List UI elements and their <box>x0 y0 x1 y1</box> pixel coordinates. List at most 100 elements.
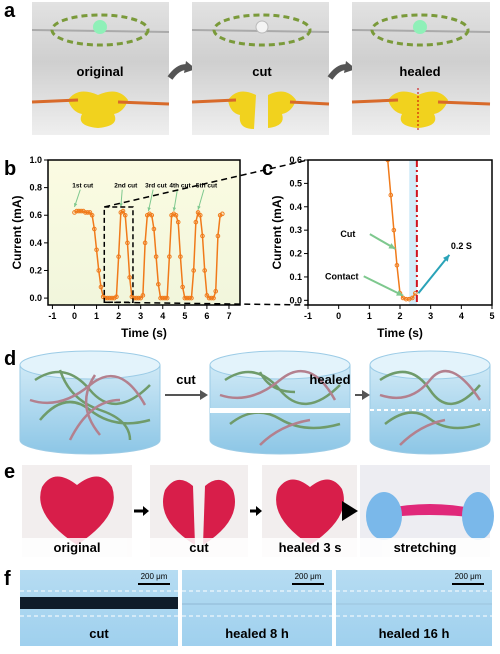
data-point <box>200 233 205 239</box>
data-point <box>391 227 397 233</box>
polymer-chains <box>29 369 482 446</box>
data-point <box>173 212 179 218</box>
scale-bar-label: 200 μm <box>141 572 168 581</box>
panel-label: d <box>4 348 16 370</box>
y-tick-label: 0.4 <box>289 202 302 212</box>
x-tick-label: 3 <box>138 311 143 321</box>
data-point <box>388 192 394 198</box>
arrow-head <box>73 202 78 207</box>
x-tick-label: 7 <box>226 311 231 321</box>
data-point <box>156 281 161 287</box>
x-tick-label: 4 <box>459 311 464 321</box>
panel-a: a original cut healed <box>4 0 491 135</box>
x-tick-label: 0 <box>336 311 341 321</box>
data-point <box>133 295 139 301</box>
data-point <box>193 219 199 225</box>
data-point <box>153 254 159 259</box>
data-point <box>164 295 170 301</box>
panel-label: a <box>4 0 16 22</box>
data-point <box>178 254 183 259</box>
panel-label: f <box>4 568 11 590</box>
data-point <box>204 293 210 298</box>
data-point <box>182 295 188 301</box>
data-point <box>209 295 214 301</box>
data-point <box>409 295 415 301</box>
data-point <box>385 160 391 163</box>
x-tick-label: 6 <box>204 311 209 321</box>
data-point <box>78 208 84 214</box>
annotation-arrow <box>417 254 451 294</box>
plot-background <box>308 160 492 305</box>
y-tick-label: 0.1 <box>289 272 302 282</box>
panel-e: e original cut healed 3 s stretching <box>4 461 494 557</box>
panel-label: b <box>4 158 16 180</box>
data-point <box>116 254 121 259</box>
data-point <box>114 294 119 300</box>
data-point <box>149 212 155 218</box>
arrow-head <box>396 290 404 296</box>
y-tick-label: 1.0 <box>29 155 42 165</box>
data-point <box>211 295 216 301</box>
annotation-arrow <box>147 189 154 212</box>
x-tick-label: 2 <box>116 311 121 321</box>
data-point <box>109 295 115 301</box>
x-axis-title: Time (s) <box>377 326 423 340</box>
data-point <box>162 295 168 301</box>
arrow-head <box>388 243 396 249</box>
arrow-head <box>172 207 177 212</box>
data-point <box>105 295 110 301</box>
y-tick-label: 0.6 <box>289 155 302 165</box>
zoom-connector <box>104 301 309 306</box>
data-point <box>220 211 225 217</box>
y-tick-label: 0.6 <box>29 210 42 220</box>
data-point <box>138 295 143 301</box>
data-point <box>167 254 172 259</box>
data-point <box>89 212 95 218</box>
caption: healed 16 h <box>379 626 450 641</box>
x-tick-label: 5 <box>489 311 494 321</box>
data-point <box>394 262 400 268</box>
series-group <box>72 208 225 301</box>
arrow-head <box>443 254 450 262</box>
data-point <box>180 284 185 290</box>
y-tick-label: 0.0 <box>289 295 302 305</box>
data-point <box>215 233 221 239</box>
data-point <box>186 295 192 301</box>
caption: cut <box>176 372 196 387</box>
caption: cut <box>252 64 272 79</box>
caption: cut <box>89 626 109 641</box>
data-point <box>413 291 418 296</box>
data-point <box>92 226 97 232</box>
panel-d: d cut healed <box>4 348 491 455</box>
data-point <box>76 208 82 214</box>
y-tick-label: 0.0 <box>29 293 42 303</box>
x-tick-label: 4 <box>160 311 165 321</box>
data-point <box>213 288 219 294</box>
data-point <box>131 295 137 301</box>
data-point <box>83 210 88 215</box>
y-tick-label: 0.2 <box>289 249 302 259</box>
x-axis-title: Time (s) <box>121 326 167 340</box>
zoom-connector <box>104 159 309 208</box>
annotation: 0.2 S <box>451 241 472 251</box>
scale-bar-label: 200 μm <box>295 572 322 581</box>
y-tick-label: 0.5 <box>289 178 302 188</box>
hydrogel-diagram <box>19 350 491 455</box>
data-point <box>136 295 141 301</box>
data-point <box>151 226 157 232</box>
data-point <box>125 240 130 246</box>
data-point <box>202 268 207 273</box>
annotation: 5th cut <box>196 183 218 190</box>
data-point <box>197 212 203 218</box>
panel-label: e <box>4 461 15 483</box>
data-point <box>98 284 104 290</box>
x-tick-label: 3 <box>428 311 433 321</box>
annotation-arrow <box>363 275 404 297</box>
annotation: 3rd cut <box>145 183 168 190</box>
data-point <box>403 296 409 302</box>
x-tick-label: 2 <box>397 311 402 321</box>
data-point <box>158 295 163 301</box>
data-point <box>120 208 126 214</box>
caption: healed <box>399 64 440 79</box>
